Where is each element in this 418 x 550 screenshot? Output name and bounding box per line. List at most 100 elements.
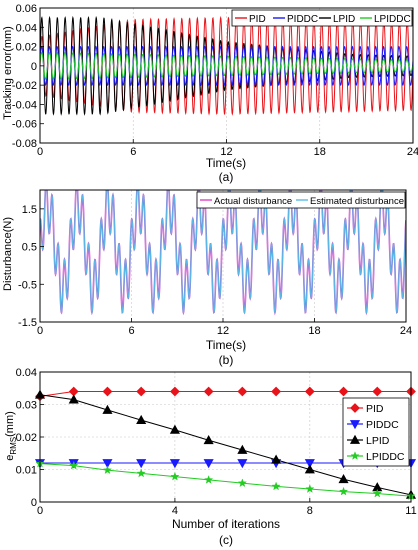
panel-b-caption: (b) (219, 353, 234, 367)
panel-c-point-lpiddc-6 (237, 478, 247, 488)
panel-c-point-lpid-6 (237, 444, 248, 454)
panel-c-legend-label-2: LPID (366, 435, 390, 447)
panel-a-ytick-label-3: -0.02 (12, 80, 37, 92)
panel-c-point-pid-2 (102, 386, 113, 397)
panel-c-point-pid-6 (237, 386, 248, 397)
panel-c-series-lpiddc (39, 463, 412, 497)
panel-c-point-pid-7 (271, 386, 281, 397)
panel-c-point-pid-9 (338, 386, 349, 397)
panel-c-point-lpiddc-9 (339, 486, 349, 496)
panel-c-ytick-label-1: 0.01 (16, 465, 37, 477)
panel-b-series-estimated (40, 190, 406, 315)
panel-c-point-lpiddc-10 (372, 488, 382, 498)
panel-c-ylabel-main: e (4, 455, 16, 461)
panel-a-series-lpiddc (39, 51, 414, 80)
panel-c-legend-marker-1 (349, 420, 361, 430)
panel-b-ytick-label-1: -0.5 (18, 279, 37, 291)
panel-c-legend-marker-3 (350, 451, 360, 460)
panel-c-point-lpid-5 (203, 435, 214, 445)
panel-a-ytick-label-2: -0.04 (12, 99, 37, 111)
panel-b-ytick-label-3: 1.5 (22, 204, 37, 216)
panel-c-point-lpiddc-3 (136, 468, 146, 478)
panel-c-point-lpiddc-7 (271, 481, 281, 491)
panel-a-ytick-label-4: 0 (31, 61, 37, 73)
panel-a-chart: Tracking error(mm) Time(s) (a) 0 6 12 18 24 -… (2, 3, 418, 184)
panel-c-point-lpiddc-8 (305, 484, 315, 493)
panel-a-ytick-label-0: -0.08 (12, 138, 37, 150)
panel-a-legend-label-2: LPID (333, 14, 355, 25)
panel-a-legend-label-1: PIDDC (287, 14, 318, 25)
panel-a-xtick-label-0: 0 (37, 146, 43, 158)
panel-c-ylabel-tail: (mm) (4, 411, 16, 437)
panel-b-legend-label-0: Actual disturbance (214, 196, 292, 207)
panel-c-legend-marker-2 (349, 434, 361, 444)
panel-b-xtick-label-2: 12 (217, 325, 229, 337)
panel-c-point-lpid-7 (271, 454, 282, 464)
panel-a-xtick-label-3: 18 (314, 146, 326, 158)
panel-c-legend-label-1: PIDDC (366, 419, 399, 431)
panel-a-xtick-label-4: 24 (407, 146, 418, 158)
panel-a-ytick-label-5: 0.02 (16, 42, 37, 54)
panel-c-legend-label-0: PID (366, 403, 384, 415)
panel-b-ytick-label-0: -1.5 (18, 317, 37, 329)
panel-c-point-piddc-6 (237, 459, 248, 469)
panel-c-legend-label-3: LPIDDC (366, 451, 405, 463)
panel-b-xtick-label-4: 24 (400, 325, 412, 337)
panel-c-xtick-label-0: 0 (37, 505, 43, 517)
panel-c-point-pid-5 (203, 386, 214, 397)
panel-c-ylabel-sub: RMS (9, 437, 18, 455)
panel-c-series-pid (39, 391, 411, 397)
panel-b-chart: Disturbance(N) Time(s) (b) 0 6 12 18 24 -1.5 -… (2, 189, 412, 367)
panel-b-xtick-label-3: 18 (308, 325, 320, 337)
panel-c-point-lpid-9 (338, 474, 349, 484)
panel-a-legend-label-0: PID (249, 14, 266, 25)
panel-c-point-piddc-3 (136, 459, 147, 469)
panel-c-point-piddc-4 (169, 459, 180, 469)
panel-c-ytick-label-0: 0 (31, 497, 37, 509)
panel-c-series-lpid (39, 394, 412, 496)
panel-a-xtick-label-2: 12 (220, 146, 232, 158)
panel-b-ytick-label-2: 0.5 (22, 242, 37, 254)
panel-a-xtick-label-1: 6 (130, 146, 136, 158)
panel-c-xtick-label-1: 4 (172, 505, 178, 517)
panel-c-point-lpid-1 (68, 394, 79, 404)
panel-c-caption: (c) (219, 533, 233, 547)
panel-c-point-lpiddc-2 (102, 465, 112, 475)
panel-c-point-pid-8 (304, 386, 315, 397)
panel-c-point-piddc-2 (102, 459, 113, 469)
panel-b-xtick-label-0: 0 (37, 325, 43, 337)
panel-c-point-pid-3 (136, 386, 147, 397)
panel-c-xtick-label-3: 11 (405, 505, 416, 517)
panel-a-ytick-label-6: 0.04 (16, 22, 37, 34)
panel-b-xlabel: Time(s) (206, 338, 246, 352)
panel-c-point-piddc-5 (203, 459, 214, 469)
panel-b-xtick-label-1: 6 (128, 325, 134, 337)
panel-a-legend-label-3: LPIDDC (374, 14, 411, 25)
panel-c-point-lpiddc-4 (170, 471, 180, 481)
panel-c-point-lpid-8 (304, 464, 315, 474)
panel-c-point-pid-4 (170, 386, 180, 397)
panel-a-ylabel: Tracking error(mm) (2, 26, 14, 120)
panel-c-ytick-label-3: 0.03 (16, 400, 37, 412)
panel-c-point-piddc-8 (304, 459, 315, 469)
panel-c-point-pid-10 (372, 386, 383, 397)
panel-c-chart: eRMS(mm) Number of iterations (c) 0 4 8 11 0… (4, 367, 417, 547)
panel-c-point-lpid-4 (169, 424, 180, 434)
panel-c-xlabel: Number of iterations (172, 517, 280, 531)
panel-b-legend-label-1: Estimated disturbance (310, 196, 404, 207)
panel-c-xtick-label-2: 8 (307, 505, 313, 517)
panel-c-point-lpiddc-1 (69, 460, 79, 470)
panel-a-caption: (a) (219, 170, 234, 184)
panel-a-ytick-label-1: -0.06 (12, 119, 37, 131)
panel-c-legend-marker-0 (350, 403, 360, 413)
panel-a-ytick-label-7: 0.06 (16, 3, 37, 15)
panel-c-ytick-label-4: 0.04 (16, 367, 37, 379)
panel-c-ylabel: eRMS(mm) (4, 411, 18, 461)
panel-c-point-lpid-3 (136, 414, 147, 424)
panel-b-ylabel: Disturbance(N) (2, 217, 14, 291)
panel-c-ytick-label-2: 0.02 (16, 432, 37, 444)
panel-c-point-lpid-2 (102, 404, 113, 414)
panel-c-point-lpiddc-5 (204, 475, 214, 484)
panel-a-xlabel: Time(s) (206, 156, 246, 170)
